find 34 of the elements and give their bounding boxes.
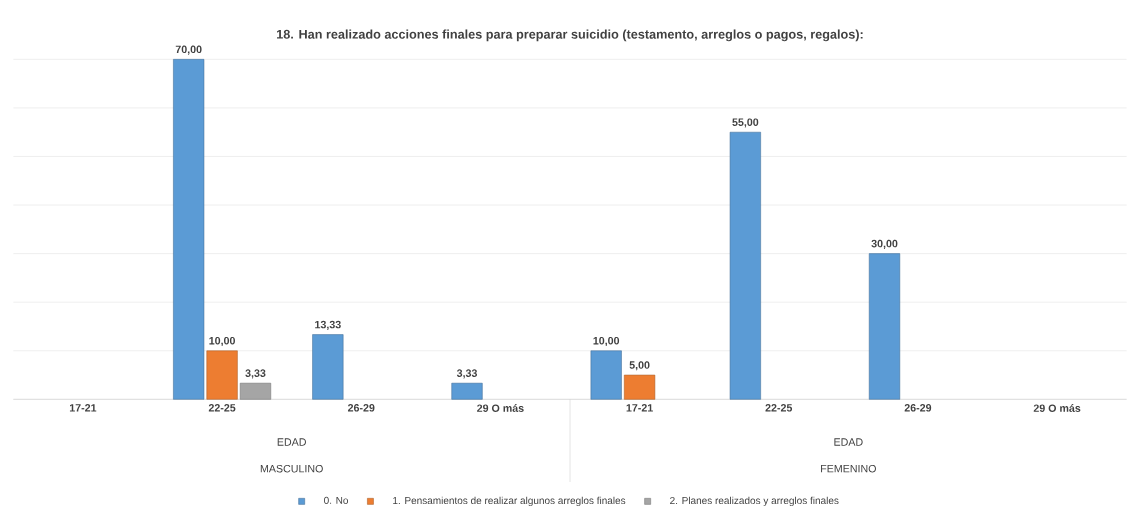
legend-label: 0. No [324,496,349,504]
bar [239,382,272,400]
bar [451,382,483,400]
legend-label: 2. Planes realizados y arreglos finales [670,496,839,507]
text: EDAD [834,438,863,446]
bar [312,334,344,400]
bar [173,59,205,400]
x-tick-label: 17-21 [626,404,653,412]
data-label: 5,00 [629,361,650,371]
x-tick-label: 26-29 [904,404,932,412]
x-tick-label: 29 O más [1033,404,1081,412]
bar [590,350,622,400]
data-label: 13,33 [315,320,341,330]
x-tick-label: 17-21 [69,404,97,412]
data-label: 55,00 [732,118,759,128]
data-label: 3,33 [245,369,266,379]
text: FEMENINO [821,464,876,473]
text: MASCULINO [260,464,323,473]
bar [729,131,761,400]
x-tick-label: 22-25 [765,404,793,412]
legend-label: 1. Pensamientos de realizar algunos arreglos finales [393,496,626,507]
chart-title: 18. Han realizado acciones finales para preparar suicidio (testamento, arreglos o pagos, regalos): [277,29,863,42]
data-label: 70,00 [175,45,202,55]
data-label: 10,00 [593,336,620,347]
bar [868,253,901,400]
text: EDAD [277,438,306,446]
data-label: 3,33 [456,369,478,379]
data-label: 10,00 [209,336,235,347]
x-tick-label: 22-25 [208,404,236,412]
bar [206,350,238,400]
bar [624,374,656,400]
data-label: 30,00 [871,239,898,249]
x-tick-label: 26-29 [347,404,375,412]
x-tick-label: 29 O más [477,404,524,412]
